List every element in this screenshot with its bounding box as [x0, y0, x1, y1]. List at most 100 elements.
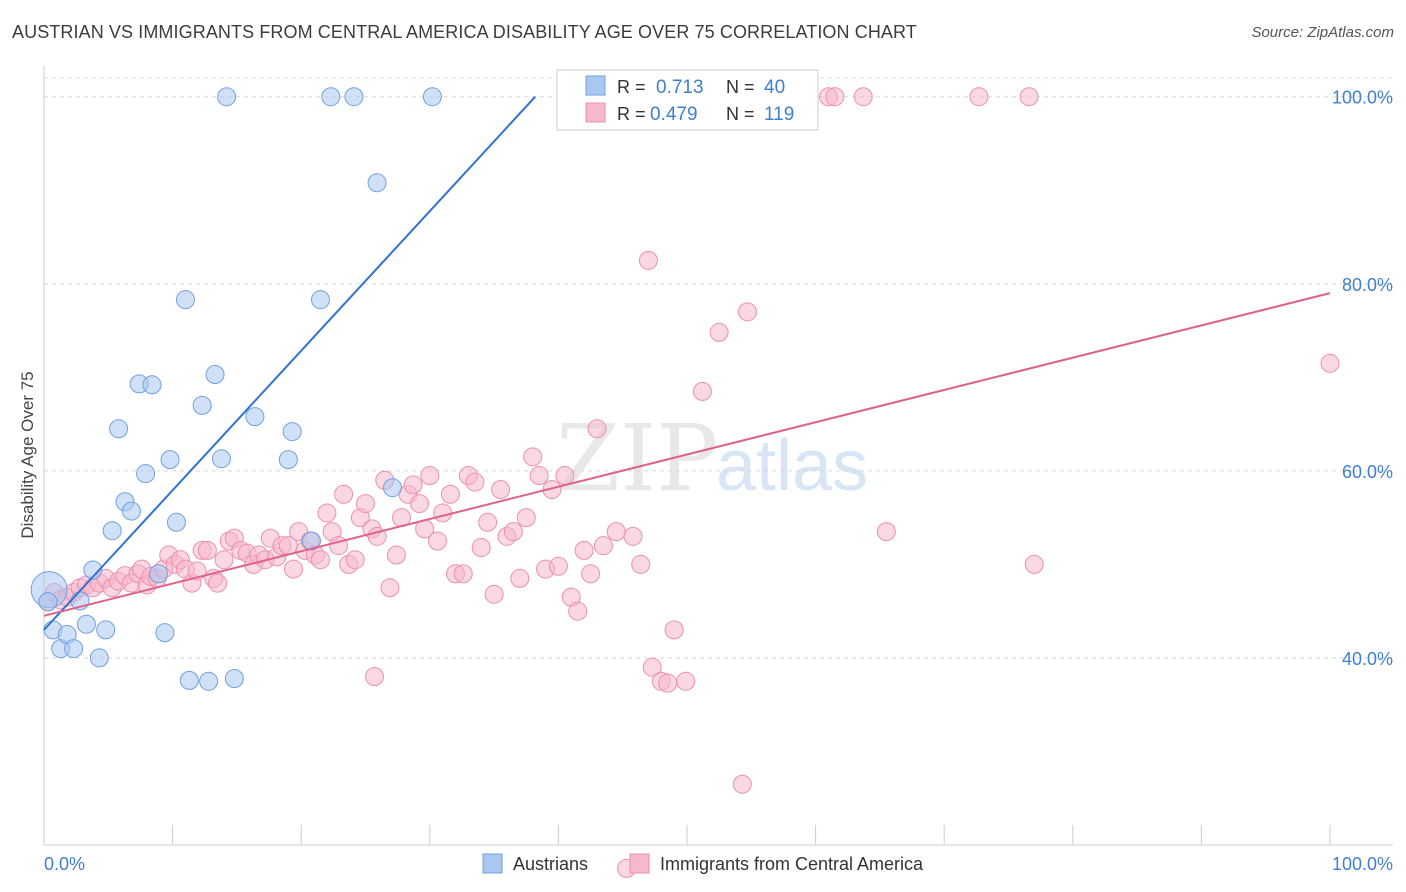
blue-point-14 — [121, 501, 141, 521]
pink-point-96 — [623, 526, 643, 546]
pink-point-48 — [317, 503, 337, 523]
blue-point-29 — [224, 669, 244, 689]
blue-point-27 — [211, 449, 231, 469]
pink-point-106 — [732, 774, 752, 794]
blue-point-16 — [136, 464, 156, 484]
bottom-legend: Austrians Immigrants from Central Americ… — [482, 853, 924, 874]
blue-point-18 — [148, 564, 168, 584]
bottom-legend-swatch-immigrants — [629, 853, 650, 874]
pink-point-68 — [433, 503, 453, 523]
pink-point-60 — [386, 545, 406, 565]
pink-point-85 — [542, 480, 562, 500]
blue-point-30 — [245, 407, 265, 427]
pink-point-42 — [283, 559, 303, 579]
pink-point-76 — [484, 584, 504, 604]
blue-point-12 — [109, 419, 129, 439]
pink-point-80 — [510, 568, 530, 588]
blue-point-25 — [199, 671, 219, 691]
source-label: Source: ZipAtlas.com — [1251, 24, 1394, 41]
pink-point-101 — [658, 673, 678, 693]
blue-point-37 — [367, 173, 387, 193]
legend-r-label-1: R = — [617, 77, 646, 97]
legend-r-label-2: R = — [617, 104, 646, 124]
legend-swatch-austrians — [585, 75, 606, 96]
legend-n-label-1: N = — [726, 77, 755, 97]
blue-point-32 — [282, 422, 302, 442]
bottom-legend-swatch-austrians — [482, 853, 503, 874]
pink-point-64 — [410, 494, 430, 514]
y-tick-label-60: 60.0% — [1342, 462, 1393, 482]
y-tick-label-40: 40.0% — [1342, 649, 1393, 669]
pink-point-103 — [676, 671, 696, 691]
blue-point-39 — [422, 87, 442, 107]
pink-point-98 — [638, 250, 658, 270]
pink-point-83 — [529, 466, 549, 486]
blue-point-24 — [192, 395, 212, 415]
stats-legend: R = 0.713 N = 40 R = 0.479 N = 119 — [556, 69, 819, 131]
legend-n-value-1: 40 — [764, 77, 785, 98]
axes — [43, 66, 1393, 846]
gridlines — [44, 77, 1393, 659]
pink-point-27 — [197, 540, 217, 560]
blue-point-38 — [383, 478, 403, 498]
pink-point-102 — [664, 620, 684, 640]
pink-point-92 — [587, 419, 607, 439]
bottom-legend-label-austrians: Austrians — [513, 854, 588, 874]
pink-point-63 — [403, 475, 423, 495]
blue-point-28 — [217, 87, 237, 107]
pink-point-113 — [876, 522, 896, 542]
x-tick-label-max: 100.0% — [1332, 854, 1393, 874]
pink-point-114 — [969, 87, 989, 107]
pink-point-87 — [555, 466, 575, 486]
pink-point-118 — [365, 667, 385, 687]
pink-point-107 — [737, 302, 757, 322]
pink-point-93 — [593, 536, 613, 556]
pink-point-55 — [356, 494, 375, 514]
pink-point-29 — [208, 573, 228, 593]
blue-point-20 — [160, 450, 180, 470]
blue-point-10 — [96, 620, 116, 640]
blue-trend-line — [43, 96, 536, 631]
blue-point-9 — [89, 648, 109, 668]
blue-point-35 — [321, 87, 341, 107]
pink-point-51 — [334, 484, 354, 504]
watermark-atlas: atlas — [716, 426, 868, 506]
pink-point-116 — [1024, 554, 1044, 574]
y-tick-label-80: 80.0% — [1342, 275, 1393, 295]
blue-point-22 — [175, 290, 195, 310]
pink-point-105 — [709, 322, 729, 342]
chart-title: AUSTRIAN VS IMMIGRANTS FROM CENTRAL AMER… — [12, 22, 917, 42]
pink-point-81 — [516, 508, 536, 528]
pink-point-104 — [692, 381, 712, 401]
legend-swatch-immigrants — [585, 102, 606, 123]
y-axis-label: Disability Age Over 75 — [18, 371, 37, 538]
pink-point-77 — [491, 480, 511, 500]
pink-point-59 — [380, 578, 400, 598]
pink-point-82 — [523, 447, 543, 467]
pink-point-79 — [503, 522, 523, 542]
legend-r-value-2: 0.479 — [650, 104, 698, 125]
pink-point-99 — [642, 657, 662, 677]
blue-point-21 — [166, 512, 186, 532]
blue-point-33 — [301, 531, 321, 551]
legend-n-label-2: N = — [726, 104, 755, 124]
bottom-legend-label-immigrants: Immigrants from Central America — [660, 854, 924, 874]
trend-lines — [43, 96, 1331, 631]
watermark-zip: ZIP — [556, 405, 718, 512]
pink-point-69 — [440, 484, 460, 504]
pink-point-111 — [825, 87, 845, 107]
pink-point-67 — [428, 531, 448, 551]
blue-point-17 — [142, 375, 162, 395]
blue-point-26 — [205, 365, 225, 385]
blue-point-5 — [64, 639, 84, 659]
blue-point-1 — [38, 592, 58, 612]
pink-point-89 — [568, 601, 588, 621]
blue-point-19 — [155, 623, 175, 643]
blue-point-23 — [179, 670, 199, 690]
pink-point-94 — [606, 522, 626, 542]
y-tick-label-100: 100.0% — [1332, 88, 1393, 108]
blue-point-31 — [278, 450, 298, 470]
pink-point-73 — [465, 472, 485, 492]
pink-point-66 — [420, 466, 440, 486]
